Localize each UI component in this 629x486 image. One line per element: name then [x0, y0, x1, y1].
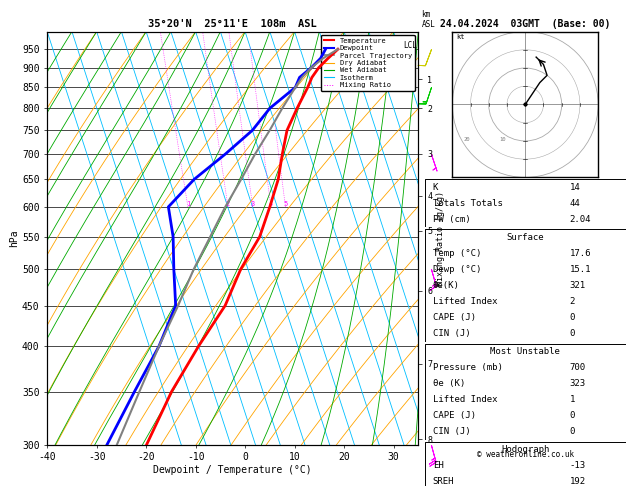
Y-axis label: Mixing Ratio (g/kg): Mixing Ratio (g/kg) — [437, 191, 445, 286]
Text: kt: kt — [456, 34, 464, 40]
Text: 0: 0 — [569, 427, 575, 436]
Text: 700: 700 — [569, 363, 586, 372]
Text: 0: 0 — [569, 411, 575, 420]
Text: 44: 44 — [569, 199, 580, 208]
Legend: Temperature, Dewpoint, Parcel Trajectory, Dry Adiabat, Wet Adiabat, Isotherm, Mi: Temperature, Dewpoint, Parcel Trajectory… — [321, 35, 415, 91]
Text: 2: 2 — [569, 297, 575, 306]
Text: 20: 20 — [463, 137, 470, 142]
Text: Hodograph: Hodograph — [501, 445, 549, 454]
Text: CIN (J): CIN (J) — [433, 329, 470, 338]
Text: Pressure (mb): Pressure (mb) — [433, 363, 503, 372]
Text: Dewp (°C): Dewp (°C) — [433, 265, 481, 274]
Text: CAPE (J): CAPE (J) — [433, 411, 476, 420]
Y-axis label: hPa: hPa — [9, 229, 19, 247]
Text: CAPE (J): CAPE (J) — [433, 313, 476, 322]
Text: 35°20'N  25°11'E  108m  ASL: 35°20'N 25°11'E 108m ASL — [148, 19, 317, 29]
Text: 15.1: 15.1 — [569, 265, 591, 274]
Text: Lifted Index: Lifted Index — [433, 395, 497, 404]
Text: 10: 10 — [499, 137, 506, 142]
Text: 5: 5 — [284, 201, 287, 207]
Text: 0: 0 — [569, 313, 575, 322]
Text: 4: 4 — [269, 201, 273, 207]
Text: 14: 14 — [569, 183, 580, 192]
Text: PW (cm): PW (cm) — [433, 215, 470, 224]
Text: 321: 321 — [569, 281, 586, 290]
Text: θe (K): θe (K) — [433, 379, 465, 388]
Text: 1: 1 — [569, 395, 575, 404]
Text: -13: -13 — [569, 461, 586, 470]
Text: SREH: SREH — [433, 477, 454, 486]
Text: 17.6: 17.6 — [569, 249, 591, 258]
Text: CIN (J): CIN (J) — [433, 427, 470, 436]
Text: Most Unstable: Most Unstable — [490, 347, 560, 356]
Text: km
ASL: km ASL — [421, 10, 435, 29]
Text: LCL: LCL — [403, 41, 417, 50]
Text: Surface: Surface — [506, 233, 544, 242]
Text: 2: 2 — [226, 201, 230, 207]
Text: Lifted Index: Lifted Index — [433, 297, 497, 306]
X-axis label: Dewpoint / Temperature (°C): Dewpoint / Temperature (°C) — [153, 465, 312, 475]
Text: 1: 1 — [186, 201, 190, 207]
Text: Temp (°C): Temp (°C) — [433, 249, 481, 258]
Text: 0: 0 — [569, 329, 575, 338]
Text: Totals Totals: Totals Totals — [433, 199, 503, 208]
Text: EH: EH — [433, 461, 443, 470]
Text: © weatheronline.co.uk: © weatheronline.co.uk — [477, 450, 574, 459]
Text: 3: 3 — [250, 201, 255, 207]
Text: K: K — [433, 183, 438, 192]
Text: 323: 323 — [569, 379, 586, 388]
Text: 192: 192 — [569, 477, 586, 486]
Text: 24.04.2024  03GMT  (Base: 00): 24.04.2024 03GMT (Base: 00) — [440, 19, 610, 29]
Text: θe(K): θe(K) — [433, 281, 460, 290]
Text: 2.04: 2.04 — [569, 215, 591, 224]
